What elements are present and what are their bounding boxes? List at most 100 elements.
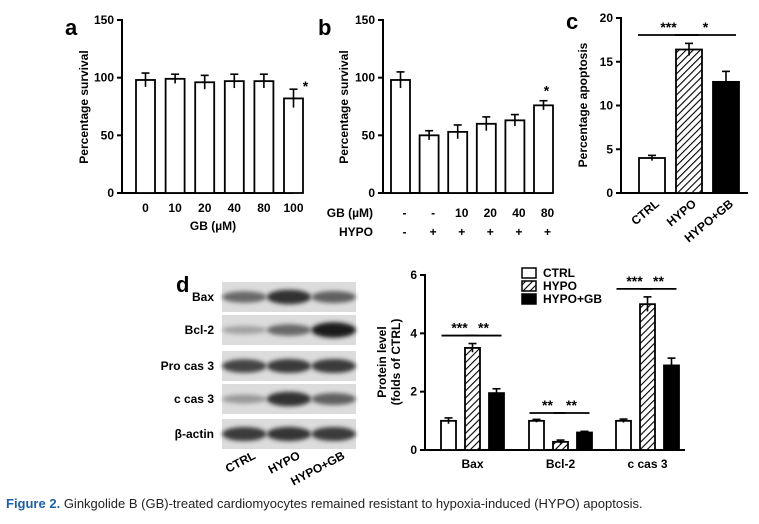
chart-panel-b: b Percentage survival 0 50 100 150 * GB (µM) - - 1… [318,13,554,239]
y-tick-label: 6 [410,268,417,282]
blot-row-label: Bax [192,290,214,304]
panel-label: a [65,15,78,40]
legend-swatch [521,267,537,279]
blot-band [266,359,312,373]
bar-100-bar [283,97,304,194]
blot-band [266,391,312,407]
y-tick-label: 20 [600,11,614,25]
y-tick-label: 150 [94,13,114,27]
y-axis-title: Percentage survival [337,50,351,163]
condition-value: 20 [484,206,498,220]
chart-panel-a: a Percentage survival 0 50 100 150 0 10 20 40 80 10… [65,13,309,233]
x-tick-label: c cas 3 [627,457,667,471]
y-tick-label: 4 [410,326,417,340]
panel-label: c [566,9,578,34]
condition-value: 40 [512,206,526,220]
y-tick-label: 10 [600,99,614,113]
caption-label: Figure 2. [6,496,61,511]
condition-value: + [544,225,551,239]
comparison-label: ** [478,320,489,336]
y-axis-title: Percentage survival [77,50,91,163]
x-tick-label: 0 [142,201,149,215]
comparison-label: ** [542,397,553,413]
significance-marker: * [303,78,309,94]
comparison-label: *** [626,273,643,289]
blot-band [311,359,356,373]
bar-CTRL-bar [638,157,666,194]
blot-row-label: Pro cas 3 [161,359,215,373]
legend-swatch [521,293,537,305]
x-tick-label: 100 [283,201,303,215]
blot-band [222,359,267,373]
bar-c cas 3-HYPO-bar [639,303,656,451]
panel-label: d [176,272,189,297]
significance-marker: * [544,83,550,99]
bar-40-bar [223,80,245,194]
blot-band [266,426,312,442]
bar-5-bar [533,104,554,194]
blot-band [222,427,267,441]
x-tick-label: 10 [168,201,182,215]
bar-80-bar [253,80,275,194]
x-tick-label: CTRL [628,197,662,228]
bar-Bax-HYPO-bar [464,347,481,451]
y-tick-label: 5 [606,142,613,156]
condition-value: - [431,206,435,220]
comparison-label: * [703,19,709,35]
blot-band [222,325,267,335]
bar-HYPO+GB-bar [712,80,740,194]
x-tick-label: Bcl-2 [546,457,576,471]
comparison-label: ** [566,397,577,413]
panel-label: b [318,15,331,40]
legend-label: HYPO+GB [543,292,602,306]
blot-band [222,291,267,303]
y-axis-title: Protein level [375,326,389,397]
blot-row-label: c cas 3 [174,392,214,406]
blot-lane-label: CTRL [223,448,258,475]
x-tick-label: 20 [198,201,212,215]
y-tick-label: 100 [94,71,114,85]
figure: a Percentage survival 0 50 100 150 0 10 20 40 80 10… [65,9,748,488]
y-tick-label: 150 [355,13,375,27]
bar-2-bar [447,130,469,194]
caption-text: Ginkgolide B (GB)-treated cardiomyocytes… [63,496,643,511]
condition-value: + [458,225,465,239]
x-tick-label: Bax [461,457,483,471]
bar-3-bar [475,122,497,194]
y-tick-label: 0 [410,443,417,457]
bar-0-bar [390,79,411,194]
legend-label: CTRL [543,266,575,280]
y-axis-title: Percentage apoptosis [576,42,590,167]
blot-row-label: Bcl-2 [185,323,215,337]
x-axis-title: GB (µM) [190,219,236,233]
comparison-label: *** [451,320,468,336]
y-tick-label: 50 [101,128,115,142]
y-tick-label: 2 [410,385,417,399]
bar-Bax-CTRL-bar [440,419,457,451]
condition-value: - [403,206,407,220]
condition-value: - [403,225,407,239]
blot-band [311,291,356,303]
bar-c cas 3-HYPO+GB-bar [663,364,680,451]
chart-panel-d: Protein level (folds of CTRL) 0 2 4 6 Bax Bcl-2… [375,266,685,471]
y-axis-title-units: (folds of CTRL) [389,319,403,406]
blot-band [266,289,312,305]
condition-value: + [487,225,494,239]
bar-Bcl-2-CTRL-bar [528,419,545,451]
bar-1-bar [418,134,440,194]
bar-Bax-HYPO+GB-bar [488,392,505,451]
bar-HYPO-bar [675,48,703,194]
condition-value: 10 [455,206,469,220]
condition-row-label: HYPO [339,225,373,239]
bar-0-bar [135,79,156,194]
condition-value: + [515,225,522,239]
blot-band [311,393,356,405]
blot-band [266,324,312,336]
y-tick-label: 100 [355,71,375,85]
condition-value: 80 [541,206,555,220]
blot-band [222,394,267,404]
figure-caption: Figure 2. Ginkgolide B (GB)-treated card… [6,496,643,511]
y-tick-label: 50 [362,128,376,142]
legend-label: HYPO [543,279,577,293]
